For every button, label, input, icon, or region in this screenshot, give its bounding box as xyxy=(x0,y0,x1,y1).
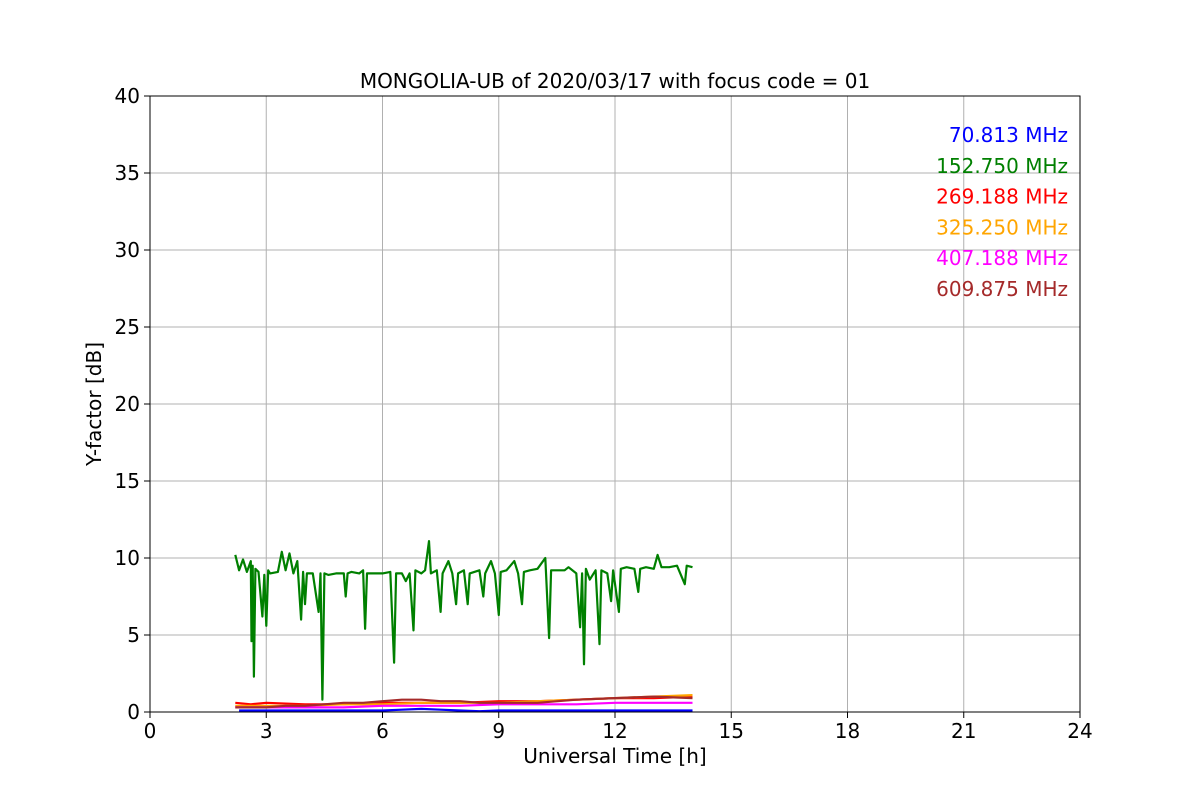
legend-entry-4: 407.188 MHz xyxy=(936,246,1068,270)
series-line-0 xyxy=(239,707,693,713)
series-line-5 xyxy=(235,695,693,709)
y-tick-label: 0 xyxy=(127,700,140,724)
y-tick-label: 35 xyxy=(115,161,140,185)
series-line-1 xyxy=(234,540,693,701)
legend-entry-1: 152.750 MHz xyxy=(936,154,1068,178)
y-tick-label: 15 xyxy=(115,469,140,493)
x-tick-label: 21 xyxy=(951,719,976,743)
legend-entry-5: 609.875 MHz xyxy=(936,277,1068,301)
y-tick-label: 40 xyxy=(115,84,140,108)
legend-entry-3: 325.250 MHz xyxy=(936,215,1068,239)
x-tick-label: 6 xyxy=(376,719,389,743)
x-tick-label: 15 xyxy=(719,719,744,743)
x-tick-label: 12 xyxy=(602,719,627,743)
x-tick-label: 24 xyxy=(1067,719,1092,743)
y-tick-label: 5 xyxy=(127,623,140,647)
y-tick-label: 10 xyxy=(115,546,140,570)
series-lines xyxy=(234,540,693,713)
legend-entry-2: 269.188 MHz xyxy=(936,185,1068,209)
y-tick-label: 25 xyxy=(115,315,140,339)
y-tick-label: 30 xyxy=(115,238,140,262)
series-line-4 xyxy=(235,701,693,709)
x-tick-label: 0 xyxy=(144,719,157,743)
y-axis-label: Y-factor [dB] xyxy=(82,342,106,467)
x-tick-label: 18 xyxy=(835,719,860,743)
legend: 70.813 MHz 152.750 MHz 269.188 MHz 325.250 … xyxy=(936,123,1068,301)
x-tick-label: 9 xyxy=(492,719,505,743)
y-tick-label: 20 xyxy=(115,392,140,416)
x-axis-label: Universal Time [h] xyxy=(523,744,706,768)
x-tick-label: 3 xyxy=(260,719,273,743)
chart-title: MONGOLIA-UB of 2020/03/17 with focus cod… xyxy=(360,69,870,93)
legend-entry-0: 70.813 MHz xyxy=(949,123,1068,147)
axis-ticks: 0 3 6 9 12 15 18 21 24 0 5 10 15 20 25 30 35 40 xyxy=(115,84,1093,743)
grid-lines xyxy=(149,95,1081,713)
